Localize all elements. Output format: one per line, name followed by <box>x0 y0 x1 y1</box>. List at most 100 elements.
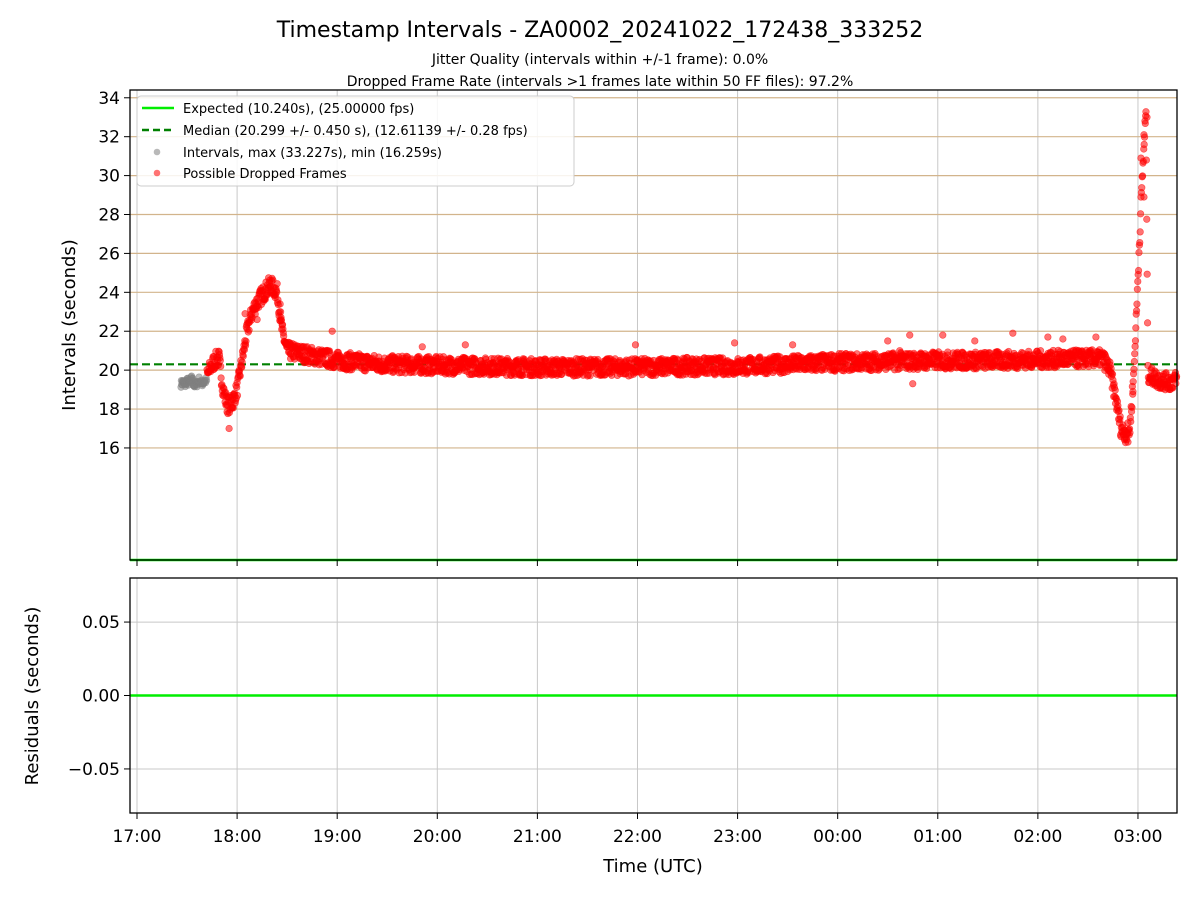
dropped-frame-point <box>730 339 739 347</box>
dropped-frame-point <box>217 362 225 370</box>
intervals-y-tick-label: 26 <box>98 244 120 264</box>
dropped-frame-point <box>276 300 284 308</box>
dropped-frame-point <box>1009 329 1017 337</box>
intervals-y-tick-label: 28 <box>98 206 120 226</box>
x-tick-label: 17:00 <box>113 827 162 847</box>
dropped-frame-point <box>1111 386 1119 394</box>
legend-frame <box>136 95 575 187</box>
dropped-frame-point <box>238 358 246 366</box>
dropped-frame-point <box>1141 119 1149 128</box>
dropped-frame-point <box>884 337 892 345</box>
dropped-frame-point <box>1143 270 1151 278</box>
x-tick-label: 22:00 <box>613 827 662 847</box>
dropped-frame-point <box>1143 319 1152 327</box>
dropped-frame-point <box>1130 357 1138 366</box>
dropped-frame-point <box>1131 337 1140 345</box>
dropped-frame-point <box>217 374 225 382</box>
dropped-frame-point <box>789 341 797 349</box>
dropped-frame-point <box>1124 438 1132 446</box>
dropped-frame-point <box>241 310 249 318</box>
chart-subtitle-jitter: Jitter Quality (intervals within +/-1 fr… <box>431 52 768 68</box>
dropped-frame-point <box>1116 412 1124 421</box>
dropped-frame-point <box>273 280 281 288</box>
dropped-frame-point <box>242 337 250 345</box>
dropped-frame-point <box>939 331 947 339</box>
dropped-frame-point <box>1138 172 1147 180</box>
dropped-frame-point <box>1143 113 1151 121</box>
intervals-y-tick-label: 34 <box>98 89 120 109</box>
intervals-y-tick-label: 30 <box>98 167 120 187</box>
residuals-y-tick-label: −0.05 <box>68 760 120 780</box>
legend-expected-label: Expected (10.240s), (25.00000 fps) <box>183 102 414 117</box>
dropped-frame-point <box>253 315 261 324</box>
dropped-frame-point <box>1136 238 1144 247</box>
dropped-frame-point <box>239 352 247 360</box>
intervals-y-ticks: 16 18 20 22 24 26 28 30 32 34 <box>98 89 130 459</box>
x-tick-label: 00:00 <box>813 827 862 847</box>
intervals-points <box>177 108 1181 447</box>
x-tick-label: 23:00 <box>713 827 762 847</box>
dropped-frame-point <box>1135 248 1143 257</box>
x-tick-label: 03:00 <box>1113 827 1162 847</box>
x-tick-label: 21:00 <box>513 827 562 847</box>
interval-point <box>202 376 211 385</box>
dropped-frame-point <box>1129 378 1137 386</box>
x-tick-label: 01:00 <box>913 827 962 847</box>
residuals-panel: 0.05 0.00 −0.05 17:00 18:00 19:00 20:00 21:00 2… <box>22 577 1178 877</box>
dropped-frame-point <box>236 372 244 380</box>
legend-intervals-swatch <box>153 148 161 156</box>
dropped-frame-point <box>277 315 285 324</box>
dropped-frame-point <box>1138 184 1146 192</box>
dropped-frame-point <box>1126 429 1134 437</box>
dropped-frame-point <box>461 341 469 349</box>
dropped-frame-point <box>1132 324 1140 332</box>
residuals-x-ticks: 17:00 18:00 19:00 20:00 21:00 22:00 23:00 00:00… <box>113 813 1162 847</box>
dropped-frame-point <box>1132 307 1141 315</box>
legend-intervals-label: Intervals, max (33.227s), min (16.259s) <box>183 146 442 161</box>
dropped-frame-point <box>1140 140 1148 149</box>
dropped-frame-point <box>1136 210 1145 218</box>
dropped-frame-point <box>245 326 253 334</box>
dropped-frame-point <box>631 341 640 349</box>
intervals-x-ticks <box>136 560 1139 566</box>
x-tick-label: 20:00 <box>413 827 462 847</box>
dropped-frame-point <box>325 347 334 355</box>
dropped-frame-point <box>1140 193 1148 201</box>
dropped-frame-point <box>971 337 979 345</box>
x-axis-label: Time (UTC) <box>602 856 703 877</box>
dropped-frame-point <box>1044 333 1052 341</box>
dropped-frame-point <box>328 327 336 335</box>
intervals-y-tick-label: 22 <box>98 322 120 342</box>
dropped-frame-point <box>1134 277 1142 286</box>
intervals-y-axis-label: Intervals (seconds) <box>59 239 80 411</box>
dropped-frame-point <box>1092 333 1100 341</box>
residuals-y-tick-label: 0.05 <box>82 613 120 633</box>
residuals-y-ticks: 0.05 0.00 −0.05 <box>68 613 130 780</box>
intervals-y-tick-label: 24 <box>98 283 120 303</box>
residuals-y-tick-label: 0.00 <box>82 687 120 707</box>
dropped-frame-point <box>1059 335 1067 343</box>
x-tick-label: 19:00 <box>313 827 362 847</box>
intervals-y-tick-label: 32 <box>98 128 120 148</box>
intervals-y-tick-label: 18 <box>98 400 120 420</box>
dropped-frame-point <box>1143 215 1151 223</box>
dropped-frame-point <box>1136 228 1144 236</box>
dropped-frame-point <box>418 343 426 351</box>
intervals-y-tick-label: 16 <box>98 439 120 459</box>
dropped-frame-point <box>1140 131 1148 139</box>
intervals-panel: 16 18 20 22 24 26 28 30 32 34 Intervals (seconds)… <box>59 89 1181 566</box>
legend-median-label: Median (20.299 +/- 0.450 s), (12.61139 +… <box>183 124 528 139</box>
legend-dropped-swatch <box>153 169 161 177</box>
dropped-frame-point <box>225 424 233 433</box>
residuals-y-axis-label: Residuals (seconds) <box>22 607 43 786</box>
dropped-frame-point <box>1115 406 1123 415</box>
dropped-frame-point <box>1133 300 1141 308</box>
dropped-frame-point <box>1133 285 1141 293</box>
intervals-y-tick-label: 20 <box>98 361 120 381</box>
dropped-frame-point <box>1166 385 1174 394</box>
dropped-frame-point <box>233 391 242 400</box>
x-tick-label: 18:00 <box>213 827 262 847</box>
intervals-axes-frame <box>129 89 1178 561</box>
chart-subtitle-dropped: Dropped Frame Rate (intervals >1 frames … <box>347 74 854 90</box>
legend: Expected (10.240s), (25.00000 fps) Media… <box>136 95 575 187</box>
